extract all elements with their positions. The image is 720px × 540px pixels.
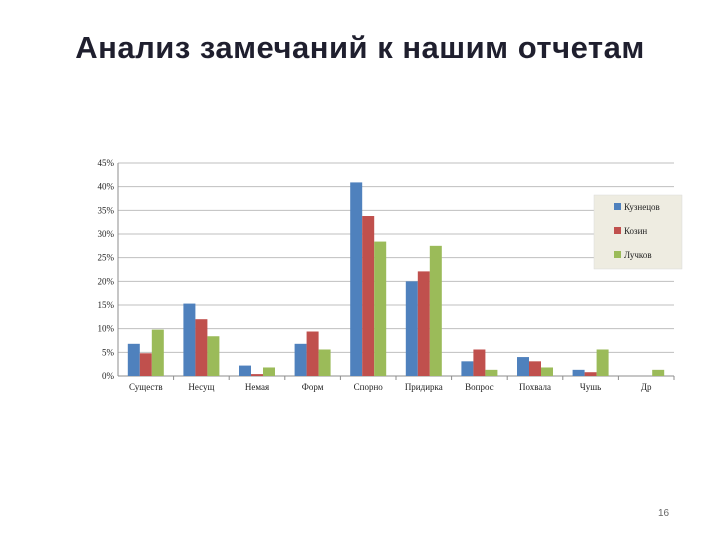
- legend-swatch: [614, 251, 621, 258]
- bar: [306, 331, 319, 376]
- bar: [195, 319, 208, 376]
- bar: [405, 281, 418, 376]
- x-tick-label: Вопрос: [465, 382, 494, 392]
- y-tick-label: 40%: [98, 182, 115, 192]
- x-tick-label: Чушь: [580, 382, 601, 392]
- legend-swatch: [614, 203, 621, 210]
- bar: [183, 303, 196, 376]
- bar: [461, 361, 474, 376]
- legend-box: [593, 194, 683, 270]
- bar: [318, 349, 331, 376]
- bar: [294, 343, 307, 376]
- x-tick-label: Придирка: [405, 382, 443, 392]
- y-tick-label: 20%: [98, 276, 115, 286]
- bar: [362, 216, 375, 376]
- x-tick-label: Существ: [129, 382, 163, 392]
- y-tick-label: 15%: [98, 300, 115, 310]
- y-tick-label: 5%: [102, 347, 115, 357]
- x-tick-label: Несущ: [188, 382, 214, 392]
- bar: [417, 271, 430, 376]
- x-tick-label: Спорно: [354, 382, 384, 392]
- bar: [263, 367, 275, 376]
- x-tick-label: Немая: [245, 382, 269, 392]
- bar: [350, 182, 363, 376]
- y-tick-label: 30%: [98, 229, 115, 239]
- y-tick-label: 10%: [98, 324, 115, 334]
- x-tick-label: Форм: [302, 382, 324, 392]
- legend-label: Козин: [624, 226, 647, 236]
- legend-label: Кузнецов: [624, 202, 660, 212]
- x-tick-label: Др: [641, 382, 652, 392]
- y-tick-label: 0%: [102, 371, 115, 381]
- bar: [207, 336, 220, 376]
- y-tick-label: 45%: [98, 158, 115, 168]
- bar: [374, 241, 387, 376]
- bar: [473, 349, 486, 376]
- bar: [652, 369, 665, 376]
- bar: [139, 353, 152, 376]
- bar: [485, 369, 498, 376]
- bar: [596, 349, 609, 376]
- slide-title: Анализ замечаний к нашим отчетам: [75, 30, 645, 65]
- bar: [529, 361, 541, 376]
- bar: [239, 365, 251, 376]
- bar: [127, 343, 140, 376]
- bar: [572, 369, 585, 376]
- bar: [429, 245, 442, 376]
- bar: [251, 374, 263, 376]
- bar: [151, 329, 164, 376]
- bar: [584, 372, 597, 376]
- y-tick-label: 25%: [98, 253, 115, 263]
- legend-swatch: [614, 227, 621, 234]
- y-tick-label: 35%: [98, 205, 115, 215]
- legend-label: Лучков: [624, 250, 652, 260]
- page-number: 16: [658, 508, 670, 519]
- bar: [541, 367, 553, 376]
- x-tick-label: Похвала: [519, 382, 551, 392]
- bar: [517, 357, 529, 376]
